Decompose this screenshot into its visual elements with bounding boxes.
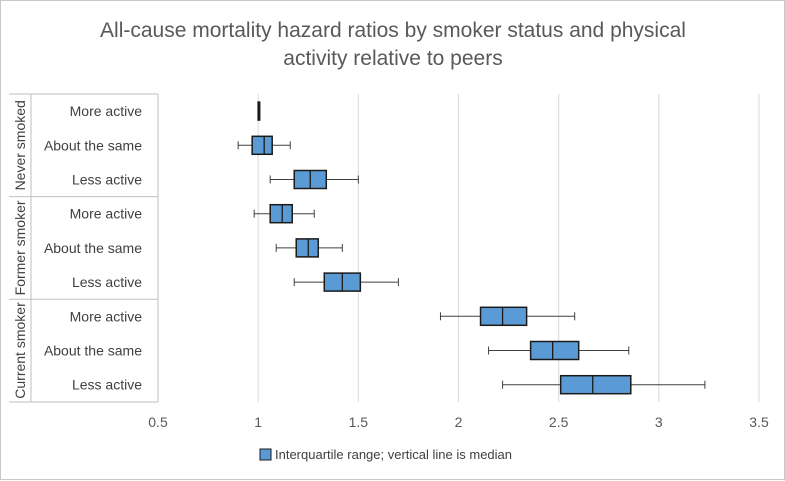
group-label: Current smoker — [12, 302, 28, 399]
iqr-box — [529, 340, 580, 361]
x-tick-label: 2 — [455, 414, 463, 430]
box-row — [257, 101, 261, 121]
row-label: About the same — [44, 137, 142, 153]
box-row — [237, 135, 291, 156]
x-tick-label: 3.5 — [749, 414, 769, 430]
iqr-box — [295, 238, 320, 258]
iqr-box — [559, 374, 632, 395]
row-label: More active — [70, 206, 143, 222]
chart-title-line-1: All-cause mortality hazard ratios by smo… — [100, 19, 686, 42]
legend-swatch — [259, 448, 272, 461]
row-label: More active — [70, 308, 143, 324]
group-label: Former smoker — [12, 200, 28, 295]
plot-area — [237, 101, 706, 395]
row-label: Less active — [72, 274, 142, 290]
row-label: About the same — [44, 240, 142, 256]
iqr-box — [269, 203, 293, 224]
box-row — [293, 272, 399, 292]
chart-title-line-2: activity relative to peers — [283, 47, 502, 70]
group-label: Never smoked — [12, 100, 28, 190]
x-tick-label: 1 — [254, 414, 262, 430]
row-label: Less active — [72, 377, 142, 393]
iqr-box — [479, 306, 528, 327]
legend-label: Interquartile range; vertical line is me… — [275, 447, 512, 462]
x-tick-label: 0.5 — [148, 414, 168, 430]
x-axis: 0.5 1 1.5 2 2.5 3 3.5 — [148, 414, 769, 430]
category-axis: Never smoked More active About the same Les… — [9, 93, 159, 403]
box-row — [488, 340, 630, 361]
row-label: More active — [70, 103, 143, 119]
box-row — [253, 203, 315, 224]
legend: Interquartile range; vertical line is me… — [259, 447, 512, 462]
box-row — [439, 306, 576, 327]
iqr-box — [251, 135, 273, 156]
gridlines — [157, 94, 760, 402]
box-row — [502, 374, 706, 395]
row-label: About the same — [44, 343, 142, 359]
x-tick-label: 1.5 — [349, 414, 369, 430]
x-tick-label: 3 — [655, 414, 663, 430]
x-tick-label: 2.5 — [549, 414, 569, 430]
box-row — [275, 238, 343, 258]
row-label: Less active — [72, 172, 142, 188]
box-row — [269, 169, 359, 190]
